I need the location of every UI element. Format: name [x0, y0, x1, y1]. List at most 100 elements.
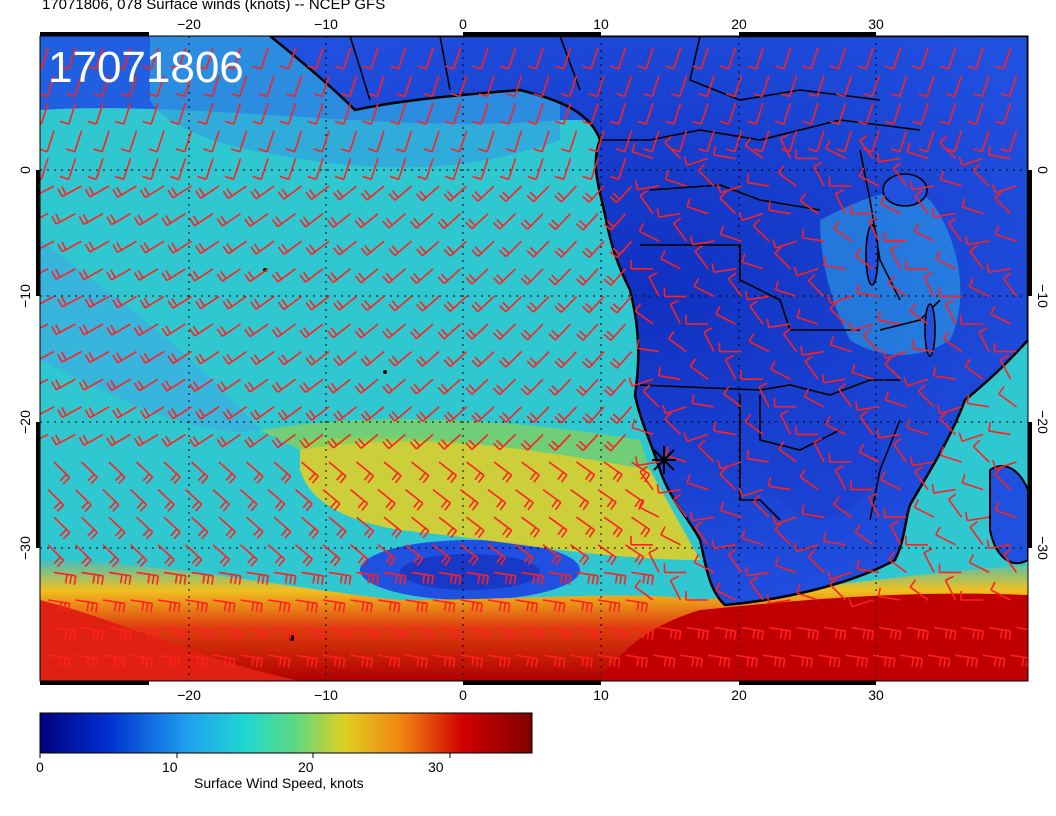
wind-barb	[906, 426, 929, 436]
wind-barb-flag	[422, 574, 426, 584]
wind-barb-flag	[631, 418, 636, 428]
wind-barb	[477, 295, 495, 313]
wind-barb	[150, 158, 159, 180]
wind-barb-flag	[693, 278, 700, 287]
wind-barb	[267, 654, 290, 660]
wind-barb	[724, 359, 737, 380]
wind-barb-flag	[327, 274, 334, 283]
wind-barb	[122, 102, 132, 125]
wind-barb-flag	[82, 324, 89, 334]
wind-barb-flag	[139, 410, 146, 419]
lon-tick-label: 20	[731, 16, 747, 32]
wind-barb-flag	[385, 272, 393, 281]
wind-barb	[295, 599, 318, 605]
wind-barb-flag	[69, 575, 73, 585]
wind-barb	[157, 544, 175, 561]
wind-barb-flag	[279, 65, 289, 70]
wind-barb	[768, 626, 791, 632]
wind-barb	[521, 571, 544, 577]
wind-barb-flag	[548, 388, 556, 396]
wind-barb-flag	[468, 499, 476, 508]
wind-barb-flag	[216, 273, 223, 282]
wind-barb-flag	[587, 574, 591, 584]
wind-barb-flag	[224, 175, 234, 181]
wind-barb-flag	[692, 65, 702, 70]
wind-barb	[554, 378, 572, 396]
wind-barb	[782, 47, 792, 70]
wind-barb-flag	[588, 92, 598, 98]
wind-barb-flag	[167, 410, 174, 420]
wind-barb-flag	[725, 92, 735, 98]
wind-barb-flag	[34, 297, 38, 305]
wind-barb-flag	[520, 277, 529, 286]
wind-barb	[211, 130, 220, 152]
wind-barb-flag	[195, 300, 202, 309]
wind-barb	[735, 654, 758, 660]
wind-barb-flag	[376, 630, 380, 641]
wind-barb-flag	[481, 630, 485, 640]
lon-tick-label: 0	[459, 687, 467, 700]
wind-barb-flag	[753, 148, 763, 153]
wind-barb-flag	[277, 356, 285, 366]
wind-barb-flag	[278, 601, 282, 612]
wind-barb-flag	[609, 306, 618, 314]
wind-barb-flag	[61, 186, 67, 195]
wind-barb	[458, 130, 468, 152]
wind-barb-flag	[535, 658, 539, 668]
wind-barb	[631, 378, 654, 387]
wind-barb-flag	[559, 629, 563, 639]
wind-barb-flag	[106, 216, 113, 226]
wind-barb-flag	[403, 630, 407, 641]
wind-barb-flag	[554, 305, 562, 313]
wind-barb-flag	[423, 92, 433, 98]
wind-barb-flag	[413, 217, 421, 226]
wind-barb	[411, 461, 430, 477]
wind-barb	[664, 418, 682, 435]
wind-barb-flag	[645, 603, 649, 613]
wind-barb-flag	[651, 575, 655, 585]
wind-barb	[892, 443, 908, 463]
wind-barb-flag	[413, 273, 421, 281]
wind-barb	[218, 571, 241, 577]
wind-barb-flag	[203, 148, 213, 153]
wind-barb-flag	[642, 574, 646, 584]
wind-barb-flag	[700, 658, 704, 668]
wind-barb	[969, 561, 990, 574]
wind-barb-flag	[821, 373, 825, 383]
wind-barb	[770, 368, 791, 380]
wind-barb-flag	[855, 401, 859, 411]
wind-barb-flag	[558, 602, 562, 612]
wind-barb-flag	[252, 175, 262, 181]
wind-barb	[825, 423, 846, 436]
wind-barb	[415, 212, 434, 229]
wind-barb-flag	[474, 472, 482, 481]
wind-barb-flag	[391, 300, 399, 309]
wind-barb	[909, 586, 929, 601]
wind-barb-flag	[195, 503, 203, 512]
wind-barb-flag	[333, 601, 337, 612]
wind-barb	[906, 378, 929, 387]
wind-barb	[719, 473, 737, 491]
wind-barb	[823, 540, 846, 546]
wind-barb-flag	[90, 657, 94, 667]
wind-barb	[212, 544, 230, 561]
wind-barb-flag	[973, 92, 983, 98]
wind-barb-flag	[437, 331, 445, 340]
wind-barb-flag	[468, 384, 476, 392]
wind-barb	[944, 304, 957, 325]
wind-barb	[713, 544, 736, 550]
wind-barb	[943, 338, 962, 353]
wind-barb	[166, 268, 186, 282]
wind-barb	[694, 250, 709, 270]
wind-barb-flag	[244, 218, 251, 227]
wind-barb	[305, 212, 324, 228]
wind-barb-flag	[24, 381, 28, 389]
wind-barb-flag	[568, 630, 572, 641]
wind-barb	[486, 130, 495, 152]
wind-barb	[947, 47, 957, 70]
wind-barb-flag	[834, 629, 838, 639]
wind-barb-flag	[362, 175, 372, 181]
wind-barb-flag	[857, 65, 867, 70]
wind-barb-flag	[280, 472, 288, 481]
wind-barb	[597, 544, 617, 559]
